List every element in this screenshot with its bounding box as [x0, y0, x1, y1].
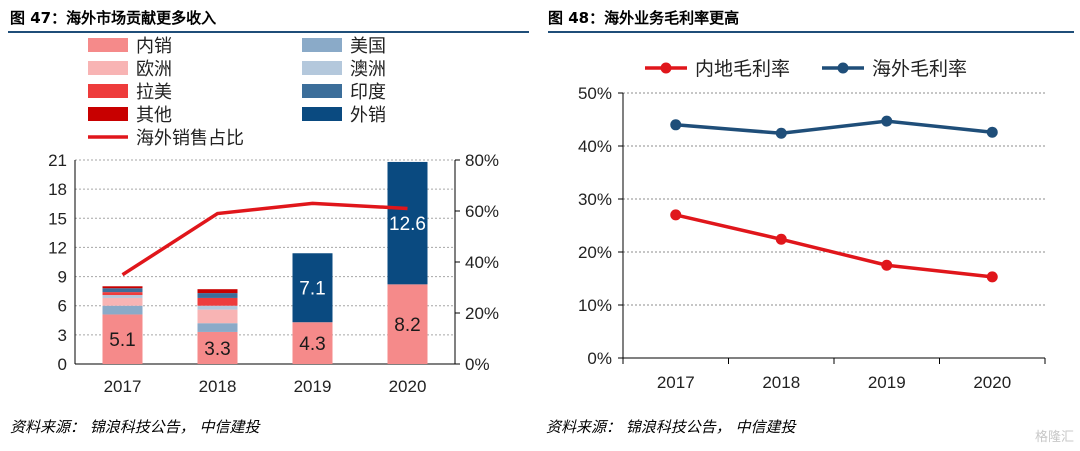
bar-segment: [197, 297, 238, 306]
legend-swatch: [88, 61, 128, 75]
bar-segment: [102, 305, 143, 315]
data-point: [670, 209, 682, 221]
x-tick-label: 2018: [762, 373, 800, 392]
source-note: 资料来源： 锦浪科技公告， 中信建投: [10, 418, 260, 436]
legend-swatch: [302, 107, 342, 121]
legend-label: 海外毛利率: [872, 58, 967, 80]
legend-label: 外销: [350, 105, 386, 125]
bar-segment: [197, 305, 238, 310]
bar-segment: [197, 331, 238, 364]
bar-segment: [102, 288, 143, 293]
bar-segment: [197, 323, 238, 332]
data-label: 5.1: [109, 330, 135, 351]
y-tick-label: 40%: [578, 137, 612, 156]
legend-swatch: [302, 61, 342, 75]
stacked-bar-chart: 0 3 6 9 12 15 18 21 0% 20% 40% 60% 80% 5.1 2017 3.3 2018…: [48, 36, 499, 396]
y-tick-label: 50%: [578, 84, 612, 103]
legend-label: 其他: [136, 105, 172, 125]
legend-swatch: [88, 38, 128, 52]
title-divider: [548, 31, 1074, 33]
series-line: [675, 213, 993, 279]
x-tick-label: 2018: [199, 377, 237, 396]
y-tick-label: 9: [58, 268, 67, 287]
data-point: [775, 127, 787, 139]
bar-segment: [102, 292, 143, 296]
data-label: 4.3: [299, 334, 325, 355]
figure-title: 图 47：海外市场贡献更多收入: [10, 9, 217, 27]
figure-47-panel: 图 47：海外市场贡献更多收入 0 3 6 9 12 15 18 21 0% 20% 40% 60% 8…: [0, 0, 535, 451]
bar-segment: [387, 284, 428, 364]
data-point: [775, 233, 787, 245]
y-tick-label: 21: [48, 151, 67, 170]
bar-segment: [292, 253, 333, 323]
bar-segment: [197, 289, 238, 294]
bar-segment: [197, 309, 238, 324]
legend-marker: [660, 62, 672, 74]
x-tick-label: 2020: [389, 377, 427, 396]
data-label: 3.3: [204, 339, 230, 360]
watermark-logo: 格隆汇: [1034, 430, 1074, 445]
y2-tick-label: 20%: [465, 304, 499, 323]
legend-label: 澳洲: [350, 59, 386, 79]
source-note: 资料来源： 锦浪科技公告， 中信建投: [546, 418, 796, 436]
figure-48-panel: 图 48：海外业务毛利率更高 0% 10% 20% 30% 40% 50% 2017 2018…: [540, 0, 1080, 451]
data-point: [881, 115, 893, 127]
y2-tick-label: 60%: [465, 202, 499, 221]
data-point: [986, 126, 998, 138]
bar-segment: [102, 295, 143, 298]
x-tick-label: 2017: [657, 373, 695, 392]
figure-title: 图 48：海外业务毛利率更高: [548, 9, 740, 27]
legend-swatch: [88, 107, 128, 121]
y2-tick-label: 80%: [465, 151, 499, 170]
data-point: [986, 271, 998, 283]
legend-label: 内地毛利率: [695, 58, 790, 80]
y-tick-label: 6: [58, 297, 67, 316]
legend-swatch: [302, 84, 342, 98]
y-tick-label: 15: [48, 209, 67, 228]
x-tick-label: 2020: [973, 373, 1011, 392]
y2-tick-label: 40%: [465, 253, 499, 272]
bar-segment: [387, 161, 428, 285]
bar-segment: [197, 293, 238, 298]
bar-segment: [102, 314, 143, 364]
y-tick-label: 12: [48, 238, 67, 257]
y-tick-label: 3: [58, 326, 67, 345]
legend-marker: [837, 62, 849, 74]
legend-label: 印度: [350, 82, 386, 102]
y-tick-label: 0: [58, 355, 67, 374]
y-tick-label: 18: [48, 180, 67, 199]
data-point: [881, 259, 893, 271]
series-line-overseas-share: [121, 201, 408, 277]
data-label: 7.1: [299, 279, 325, 300]
data-point: [670, 119, 682, 131]
legend-label: 拉美: [136, 82, 172, 102]
line-chart: 0% 10% 20% 30% 40% 50% 2017 2018 2019 2020 内地毛利率 海外…: [578, 58, 1046, 392]
legend-label: 欧洲: [136, 59, 172, 79]
x-tick-label: 2019: [868, 373, 906, 392]
bar-segment: [102, 286, 143, 289]
y-tick-label: 10%: [578, 296, 612, 315]
data-label: 12.6: [389, 214, 426, 235]
y-tick-label: 20%: [578, 243, 612, 262]
data-label: 8.2: [394, 315, 420, 336]
y-tick-label: 30%: [578, 190, 612, 209]
legend-swatch: [302, 38, 342, 52]
legend-swatch: [88, 84, 128, 98]
y-tick-label: 0%: [587, 349, 612, 368]
bar-segment: [292, 322, 333, 364]
legend-label: 海外销售占比: [136, 128, 244, 148]
x-tick-label: 2019: [294, 377, 332, 396]
legend-label: 美国: [350, 36, 386, 56]
series-line: [675, 119, 993, 136]
y2-tick-label: 0%: [465, 355, 490, 374]
title-divider: [8, 31, 529, 33]
x-tick-label: 2017: [104, 377, 142, 396]
legend-label: 内销: [136, 36, 172, 56]
bar-segment: [102, 297, 143, 306]
